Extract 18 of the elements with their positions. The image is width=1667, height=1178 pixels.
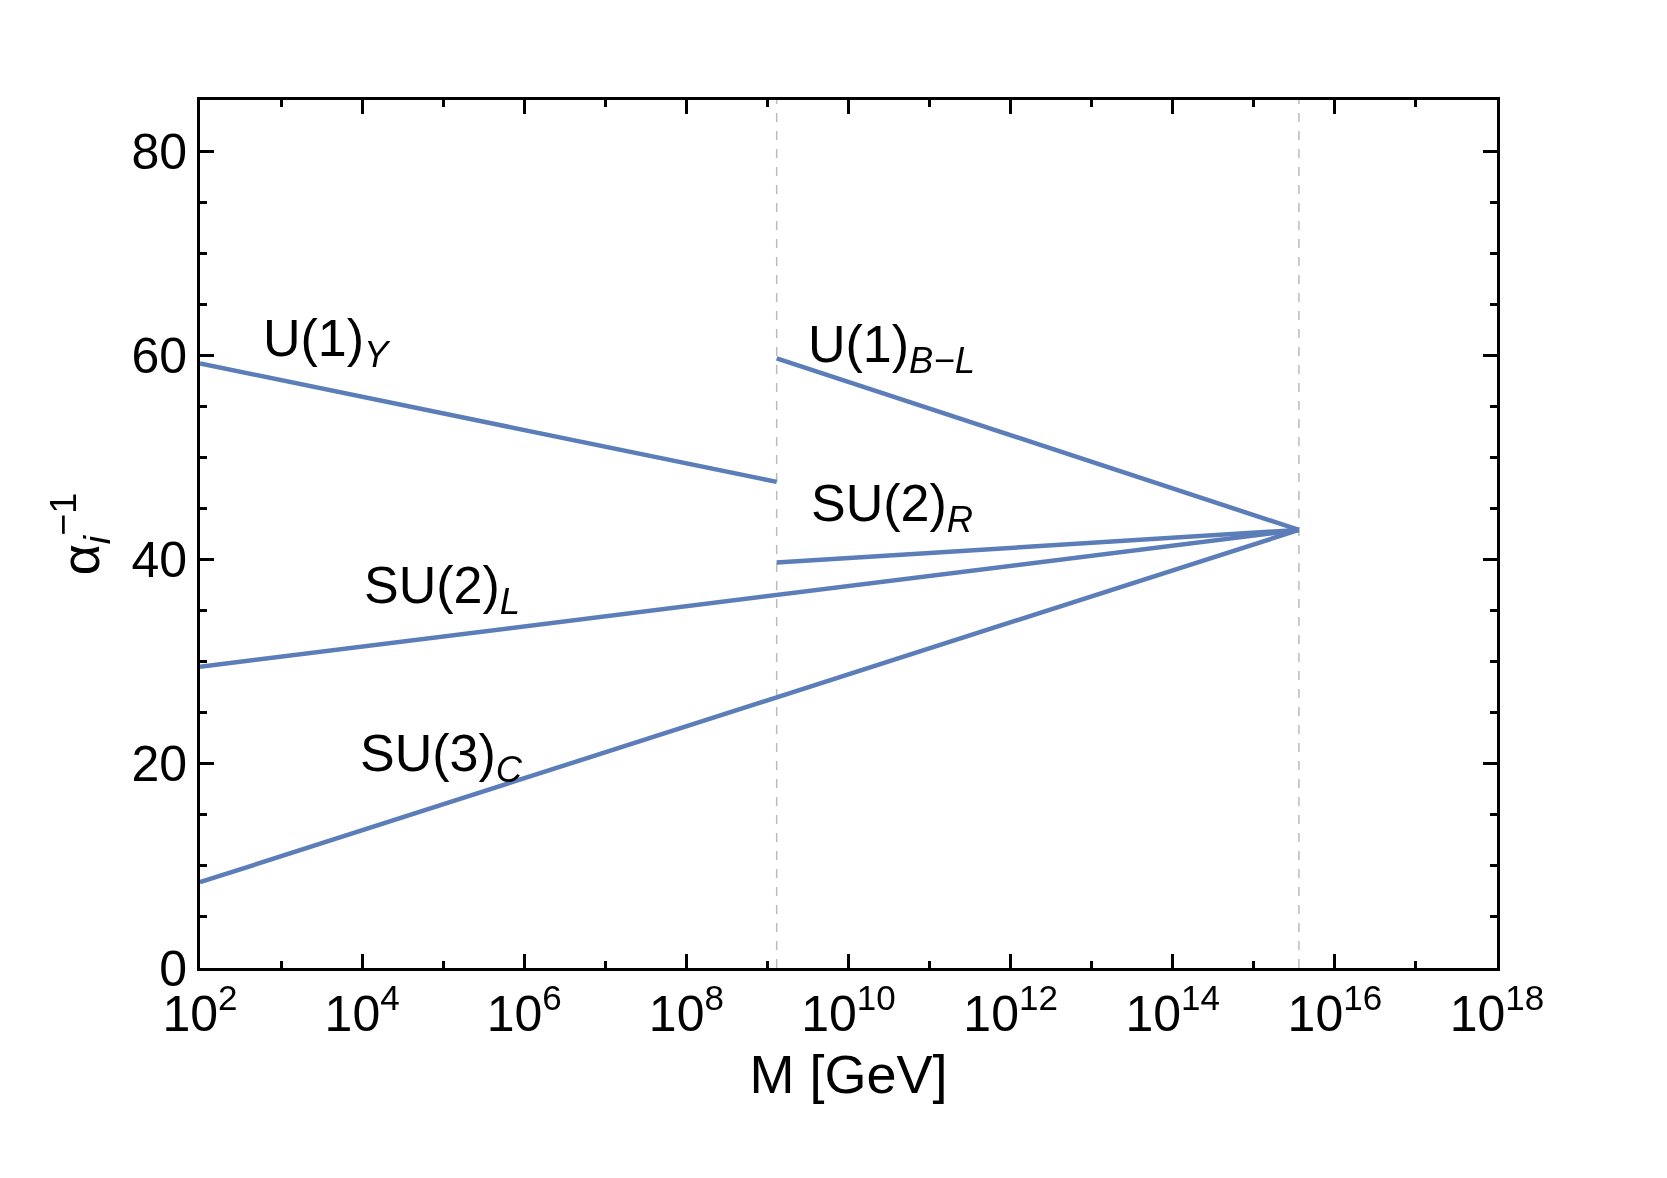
series-label: SU(3)$_{C}$ — [360, 724, 523, 790]
x-tick-label: 10$^{10}$ — [801, 978, 896, 1042]
y-tick-label: 20 — [131, 736, 187, 793]
series-label: SU(2)$_{R}$ — [811, 474, 974, 540]
series-label: SU(2)$_{L}$ — [364, 556, 521, 622]
x-tick-label: 10$^{16}$ — [1287, 978, 1383, 1042]
y-tick-label: 60 — [131, 327, 187, 384]
x-tick-label: 10$^{12}$ — [963, 978, 1058, 1042]
x-axis-title: M [GeV] — [749, 1044, 948, 1105]
y-tick-label: 80 — [131, 123, 187, 180]
series-label: U(1)$_{B−L}$ — [808, 315, 975, 381]
y-tick-label: 40 — [131, 532, 187, 589]
x-tick-label: 10$^{8}$ — [648, 978, 724, 1042]
x-tick-label: 10$^{4}$ — [324, 978, 400, 1042]
x-tick-label: 10$^{14}$ — [1125, 978, 1221, 1042]
x-tick-label: 10$^{18}$ — [1449, 978, 1545, 1042]
series-label: U(1)$_{Y}$ — [263, 309, 392, 375]
x-tick-label: 10$^{6}$ — [486, 978, 562, 1042]
